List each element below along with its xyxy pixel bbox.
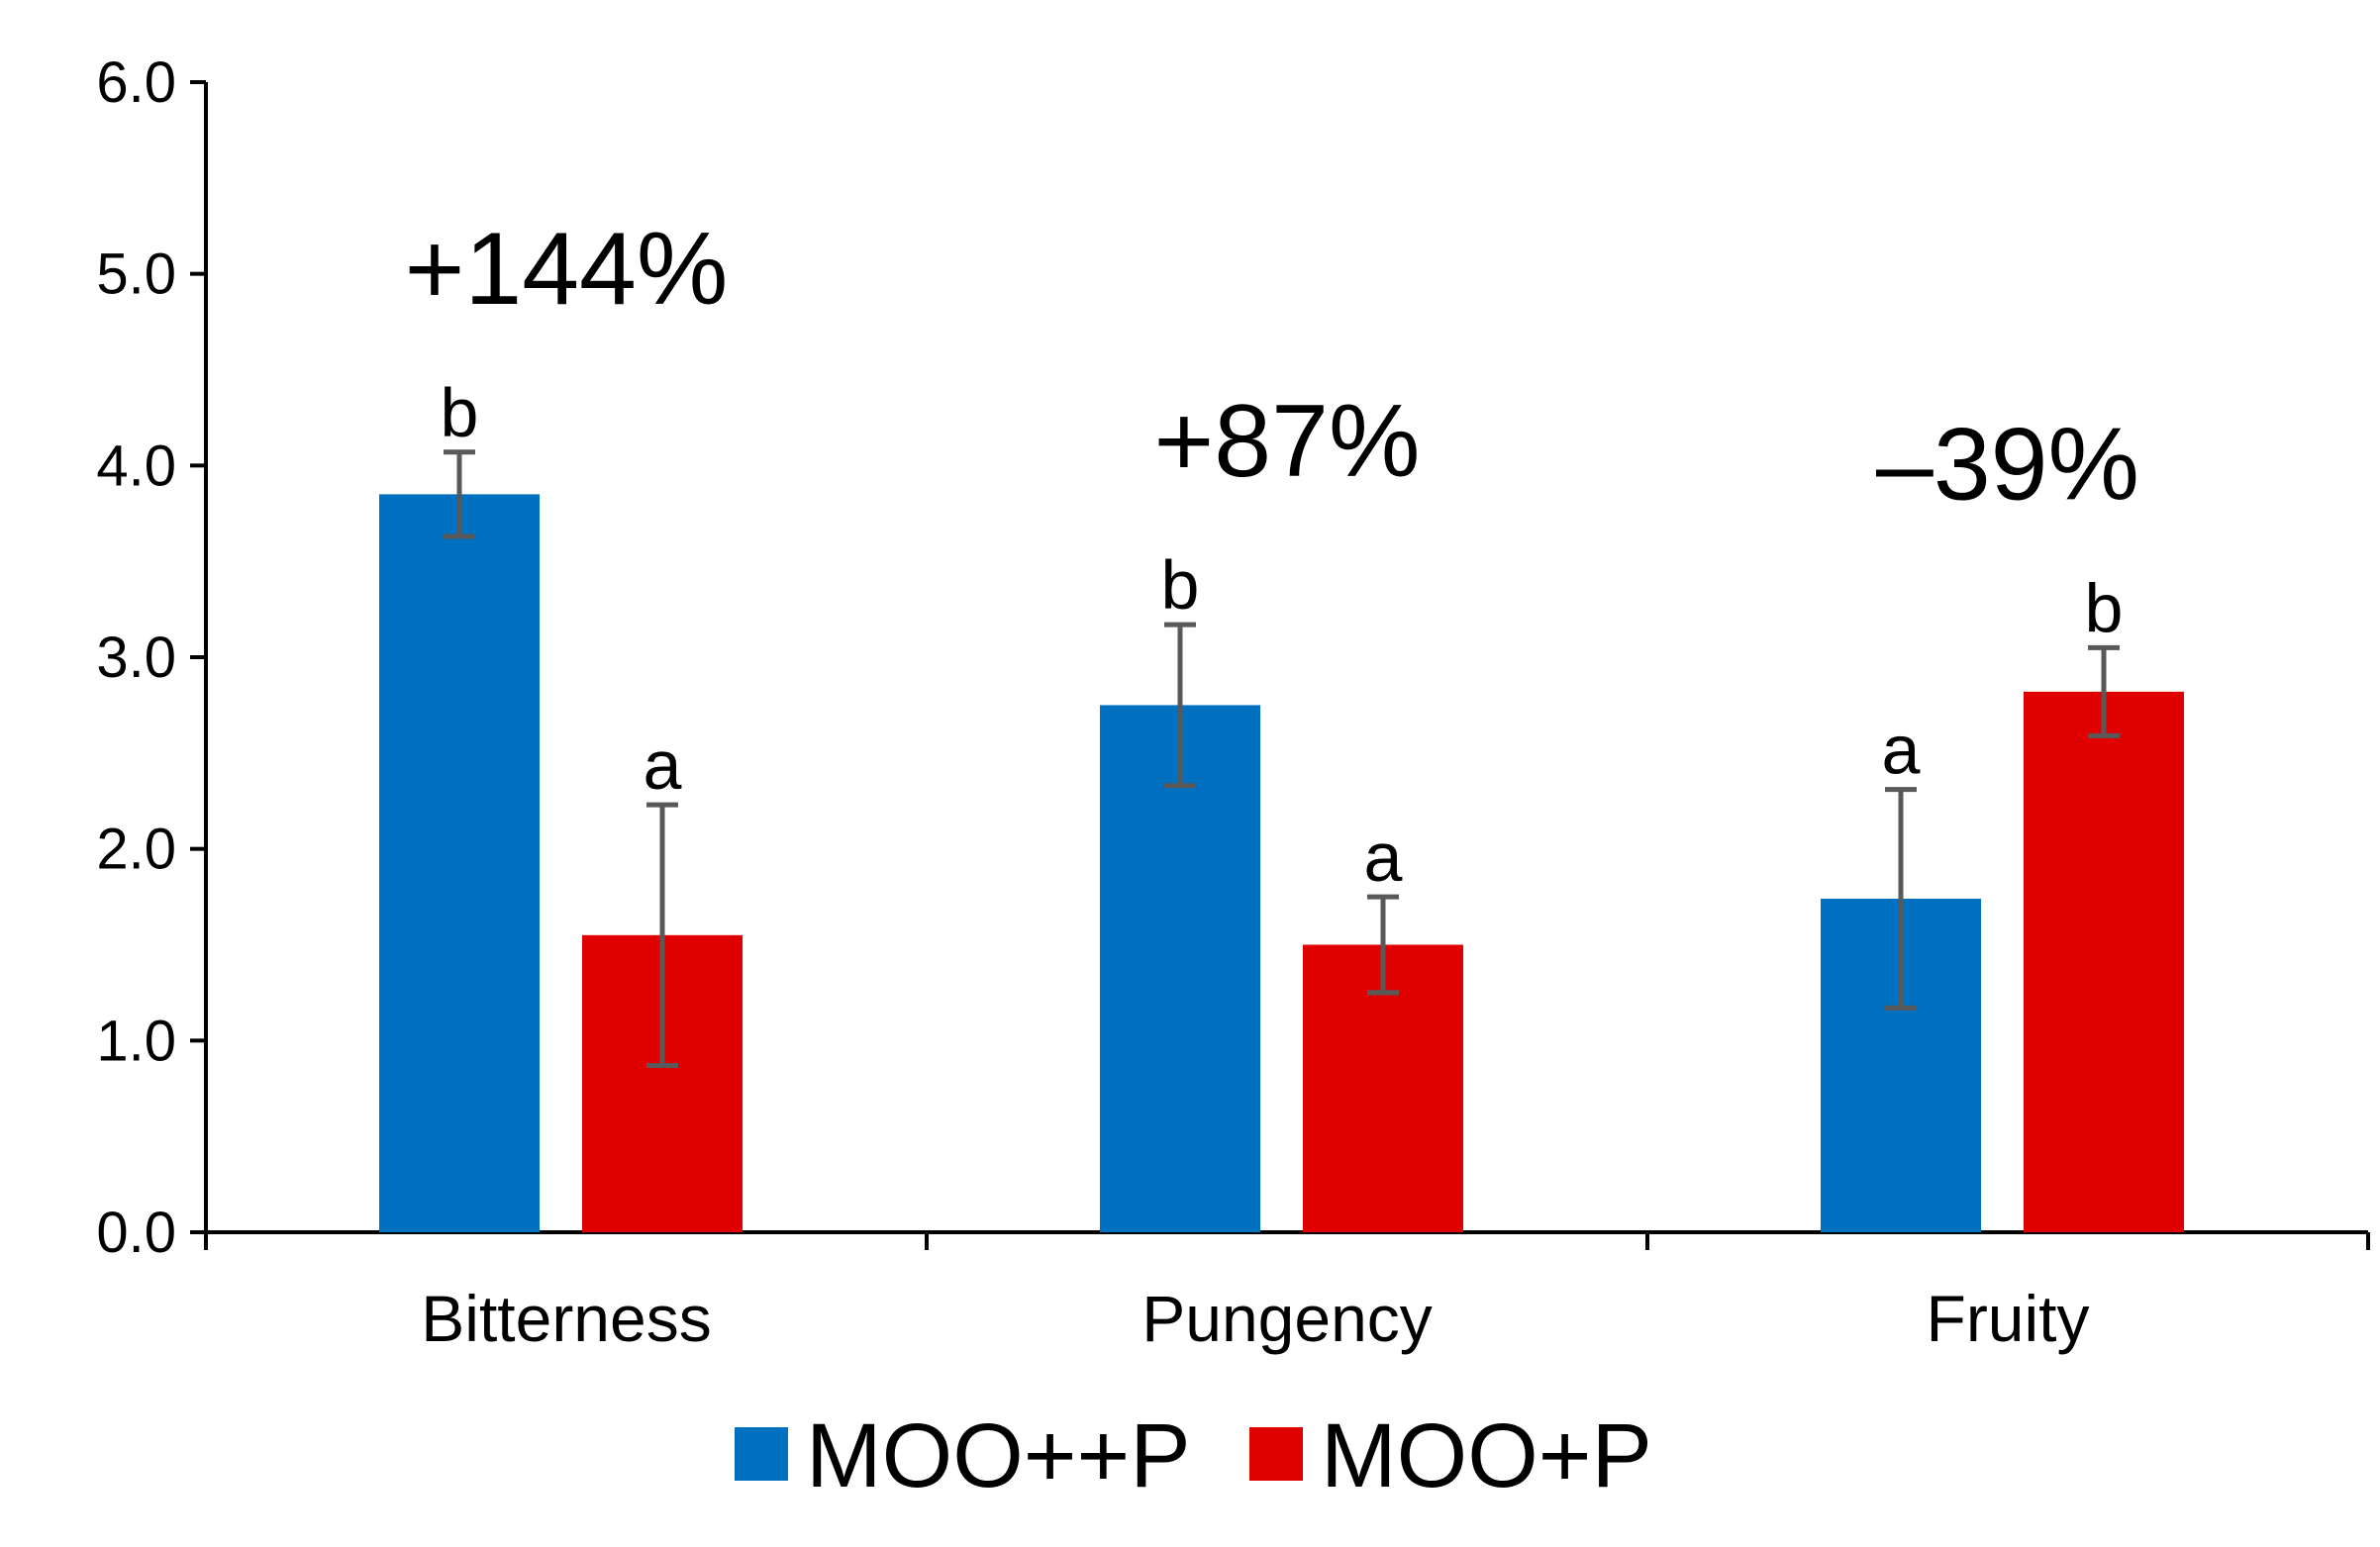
axes: 0.0 1.0 2.0 3.0 4.0 5.0 6.0 Bitterness Pungency F… (96, 50, 2370, 1355)
x-category-label: Fruity (1927, 1282, 2090, 1355)
significance-letter: a (1882, 712, 1921, 789)
legend-swatch (1249, 1427, 1303, 1481)
y-tick-label: 2.0 (96, 818, 176, 882)
percent-annotations: +144% +87% –39% (405, 212, 2139, 523)
legend-label: MOO++P (806, 1405, 1191, 1506)
significance-letter: a (644, 726, 682, 804)
bars (379, 494, 2184, 1233)
y-tick-label: 6.0 (96, 50, 176, 115)
legend-label: MOO+P (1321, 1405, 1652, 1506)
bar-mooppp-bitterness (379, 494, 540, 1233)
percent-annotation: –39% (1876, 407, 2139, 522)
significance-letter: b (2085, 569, 2124, 646)
bar-mooppp-pungency (1100, 705, 1260, 1232)
legend-item: MOO++P (735, 1405, 1191, 1506)
x-category-label: Pungency (1141, 1282, 1433, 1355)
legend-swatch (735, 1427, 788, 1481)
significance-letter: b (441, 374, 479, 451)
bar-moopp-fruity (2024, 691, 2184, 1232)
significance-letters: b b a a a b (441, 374, 2124, 896)
significance-letter: a (1364, 819, 1403, 896)
y-tick-label: 4.0 (96, 434, 176, 498)
significance-letter: b (1161, 546, 1200, 624)
y-tick-label: 1.0 (96, 1009, 176, 1073)
percent-annotation: +87% (1154, 384, 1421, 499)
legend-item: MOO+P (1249, 1405, 1652, 1506)
legend: MOO++P MOO+P (735, 1405, 1652, 1506)
y-tick-label: 5.0 (96, 242, 176, 307)
y-tick-label: 3.0 (96, 626, 176, 690)
percent-annotation: +144% (405, 212, 729, 327)
y-tick-label: 0.0 (96, 1201, 176, 1265)
error-bars (444, 449, 2120, 1069)
x-category-label: Bitterness (421, 1282, 711, 1355)
